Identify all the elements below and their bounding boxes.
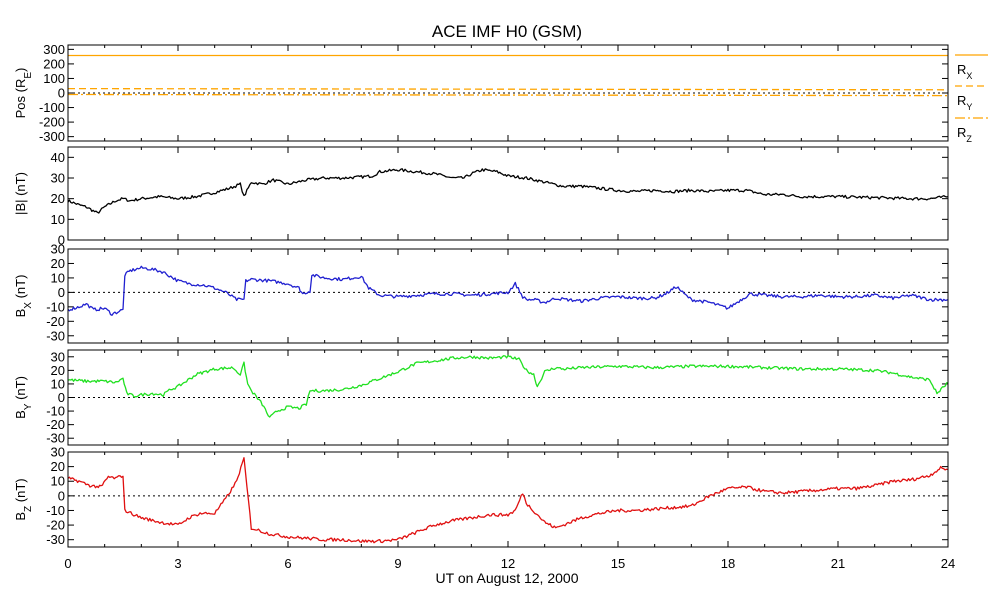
y-tick-label: 200 [43, 56, 65, 71]
y-tick-label: 10 [51, 270, 65, 285]
y-axis-label-sub: Z [23, 506, 34, 512]
y-tick-label: 0 [58, 86, 65, 101]
y-tick-label: 100 [43, 71, 65, 86]
x-tick-label: 18 [721, 556, 735, 571]
y-axis-label: BZ (nT) [13, 478, 34, 520]
y-tick-label: -300 [39, 129, 65, 144]
x-tick-label: 24 [941, 556, 955, 571]
x-tick-label: 6 [284, 556, 291, 571]
y-axis-label-end: (nT) [13, 376, 28, 403]
y-axis-label-end: (nT) [13, 478, 28, 505]
y-tick-label: 20 [51, 363, 65, 378]
y-tick-label: -30 [46, 532, 65, 547]
y-tick-label: 300 [43, 42, 65, 57]
y-axis-label-sub: Y [23, 403, 34, 410]
y-tick-label: 10 [51, 474, 65, 489]
y-tick-label: 40 [51, 150, 65, 165]
y-tick-label: 0 [58, 390, 65, 405]
x-tick-label: 12 [501, 556, 515, 571]
panel-bt: 0 10 20 30 40 |B| (nT) [13, 146, 949, 248]
y-axis-label-main: B [13, 309, 28, 318]
y-axis-label: |B| (nT) [13, 172, 28, 215]
y-tick-label: -200 [39, 115, 65, 130]
y-tick-label: 30 [51, 349, 65, 364]
y-tick-label: -100 [39, 100, 65, 115]
y-tick-label: 10 [51, 376, 65, 391]
x-tick-label: 0 [64, 556, 71, 571]
y-tick-label: 20 [51, 459, 65, 474]
x-tick-label: 9 [394, 556, 401, 571]
y-axis-label-end: (nT) [13, 275, 28, 302]
y-axis-label: BX (nT) [13, 275, 34, 318]
series-line-bx [67, 265, 949, 316]
y-tick-label: 0 [58, 488, 65, 503]
y-tick-label: -30 [46, 431, 65, 446]
y-tick-label: 0 [58, 233, 65, 248]
series-line-bz [67, 457, 949, 544]
series-line-rz [67, 93, 949, 97]
y-tick-label: -20 [46, 314, 65, 329]
series-line-b [67, 168, 949, 214]
y-tick-label: 20 [51, 191, 65, 206]
y-tick-label: 0 [58, 285, 65, 300]
y-tick-label: -20 [46, 417, 65, 432]
legend-label-main: R [957, 62, 966, 77]
legend-label-sub: Y [966, 102, 972, 112]
y-tick-label: 30 [51, 242, 65, 257]
x-axis-label: UT on August 12, 2000 [436, 570, 579, 586]
y-axis-label-main: Pos (R [13, 79, 28, 119]
legend-label-ry: RY [957, 93, 972, 112]
y-axis-label-sub: X [23, 302, 34, 309]
chart-title: ACE IMF H0 (GSM) [432, 22, 582, 41]
y-axis-label-main: B [13, 410, 28, 419]
legend-label-rx: RX [957, 62, 972, 81]
panel-frame [67, 349, 949, 446]
y-tick-label: 10 [51, 212, 65, 227]
y-tick-label: -20 [46, 518, 65, 533]
y-tick-label: -10 [46, 503, 65, 518]
y-axis-label-sub: E [23, 72, 34, 79]
legend-label-sub: Z [966, 134, 972, 144]
x-tick-label: 15 [611, 556, 625, 571]
y-tick-label: -30 [46, 328, 65, 343]
y-axis-label-main: B [13, 512, 28, 521]
legend-label-main: R [957, 93, 966, 108]
panel-frame [67, 248, 949, 344]
y-tick-label: 20 [51, 256, 65, 271]
panel-frame [67, 44, 949, 142]
y-axis-label: BY (nT) [13, 376, 34, 419]
y-tick-label: -10 [46, 299, 65, 314]
legend-label-main: R [957, 125, 966, 140]
y-axis-label: Pos (RE) [13, 68, 34, 119]
y-axis-label-end: ) [13, 68, 28, 72]
panel-frame [67, 146, 949, 241]
y-tick-label: -10 [46, 404, 65, 419]
x-tick-label: 3 [174, 556, 181, 571]
series-line-ry [67, 87, 949, 91]
y-tick-label: 30 [51, 171, 65, 186]
legend-label-sub: X [966, 71, 972, 81]
x-tick-label: 21 [831, 556, 845, 571]
y-axis-label-main: |B| (nT) [13, 172, 28, 215]
legend-label-rz: RZ [957, 125, 972, 144]
panel-frame [67, 451, 949, 548]
series-line-by [67, 354, 949, 418]
y-tick-label: 30 [51, 445, 65, 460]
